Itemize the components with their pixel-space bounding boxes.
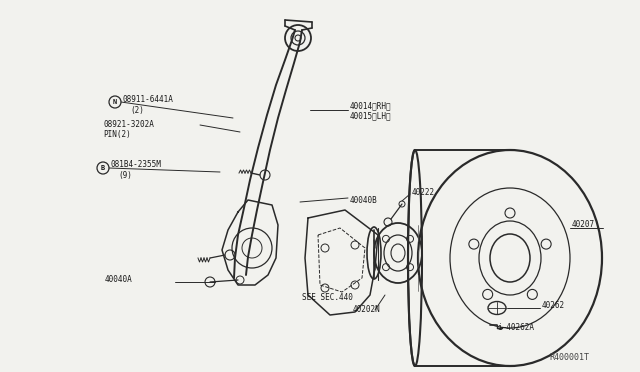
Text: B: B [101, 165, 105, 171]
Text: 40222: 40222 [412, 187, 435, 196]
Text: R400001T: R400001T [549, 353, 589, 362]
Text: 40040B: 40040B [350, 196, 378, 205]
Text: 40014〈RH〉: 40014〈RH〉 [350, 102, 392, 110]
Text: 08921-3202A: 08921-3202A [103, 119, 154, 128]
Text: SEE SEC.440: SEE SEC.440 [302, 294, 353, 302]
Text: 40040A: 40040A [105, 276, 132, 285]
Text: 40015〈LH〉: 40015〈LH〉 [350, 112, 392, 121]
Text: PIN(2): PIN(2) [103, 129, 131, 138]
Text: 08911-6441A: 08911-6441A [122, 94, 173, 103]
Text: (2): (2) [130, 106, 144, 115]
Text: N: N [113, 99, 117, 105]
Text: 40207: 40207 [572, 219, 595, 228]
Text: 40202N: 40202N [353, 305, 381, 314]
Text: (9): (9) [118, 170, 132, 180]
Text: 40262: 40262 [542, 301, 565, 310]
Text: 081B4-2355M: 081B4-2355M [110, 160, 161, 169]
Text: i—40262A: i—40262A [497, 324, 534, 333]
